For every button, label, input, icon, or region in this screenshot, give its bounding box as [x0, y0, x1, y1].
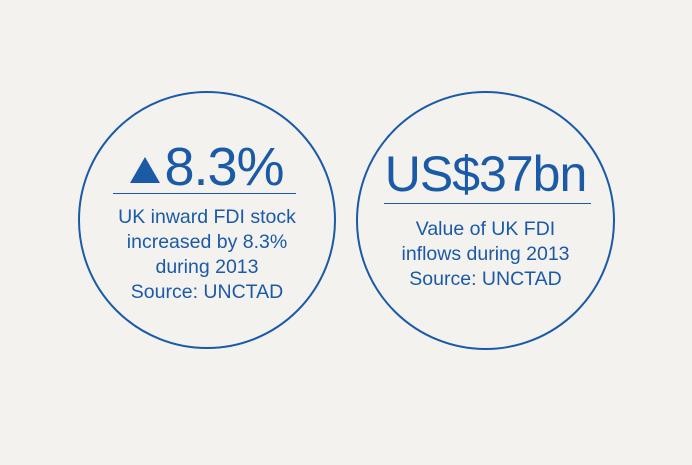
- divider: [113, 193, 296, 194]
- stat-description: UK inward FDI stock increased by 8.3% du…: [90, 205, 324, 305]
- stat-headline: US$37bn: [358, 149, 613, 199]
- stat-description: Value of UK FDI inflows during 2013 Sour…: [368, 217, 603, 292]
- description-line: increased by 8.3%: [126, 231, 288, 253]
- source-line: Source: UNCTAD: [409, 268, 562, 290]
- description-line: UK inward FDI stock: [118, 206, 296, 228]
- stat-circle-fdi-inflows: US$37bn Value of UK FDI inflows during 2…: [356, 91, 615, 350]
- stat-value: 8.3%: [164, 137, 284, 197]
- description-line: during 2013: [155, 256, 259, 278]
- description-line: inflows during 2013: [401, 243, 570, 265]
- source-line: Source: UNCTAD: [130, 281, 284, 303]
- up-triangle-icon: [130, 157, 161, 183]
- stat-headline: 8.3%: [80, 140, 334, 194]
- description-line: Value of UK FDI: [415, 218, 556, 240]
- stat-circle-fdi-stock: 8.3% UK inward FDI stock increased by 8.…: [78, 91, 336, 349]
- stat-value: US$37bn: [384, 146, 587, 202]
- divider: [384, 203, 591, 204]
